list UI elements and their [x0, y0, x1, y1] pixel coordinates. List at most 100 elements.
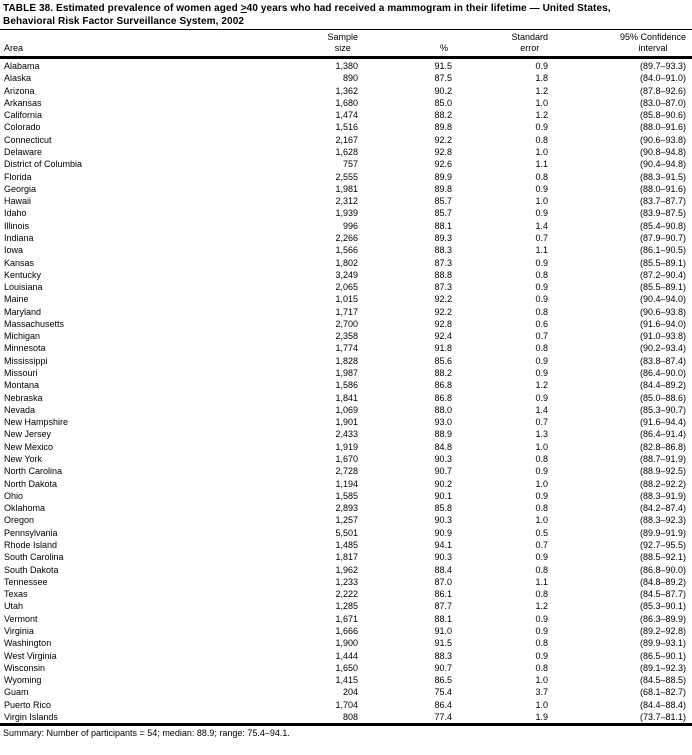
sample-size-cell: 757 — [342, 159, 358, 170]
sample-size-cell: 1,516 — [335, 122, 358, 133]
percent-cell: 87.7 — [434, 601, 452, 612]
area-cell: Delaware — [4, 146, 43, 157]
percent-cell: 88.2 — [434, 110, 452, 121]
percent-cell: 92.4 — [434, 331, 452, 342]
percent-cell: 90.2 — [434, 478, 452, 489]
sample-size-cell: 2,266 — [335, 232, 358, 243]
confidence-interval-cell: (86.4–91.4) — [639, 429, 686, 440]
standard-error-cell: 0.9 — [535, 257, 548, 268]
table-row: Idaho 1,939 85.7 0.9 (83.9–87.5) — [0, 207, 692, 219]
sample-size-cell: 1,670 — [335, 454, 358, 464]
standard-error-cell: 0.9 — [535, 650, 548, 661]
table-row: Michigan 2,358 92.4 0.7 (91.0–93.8) — [0, 330, 692, 342]
confidence-interval-cell: (86.8–90.0) — [639, 564, 686, 575]
table-row: South Dakota 1,962 88.4 0.8 (86.8–90.0) — [0, 564, 692, 576]
table-row: Alabama 1,380 91.5 0.9 (89.7–93.3) — [0, 58, 692, 73]
area-cell: Wisconsin — [4, 662, 46, 673]
confidence-interval-cell: (85.8–90.6) — [639, 110, 686, 121]
confidence-interval-cell: (73.7–81.1) — [548, 710, 692, 727]
confidence-interval-cell: (86.1–90.5) — [639, 245, 686, 256]
column-header-confidence-interval: 95% Confidence interval — [548, 30, 692, 59]
standard-error-cell: 1.4 — [535, 404, 548, 415]
area-cell: Idaho — [4, 208, 27, 219]
table-row: New York 1,670 90.3 0.8 (88.7–91.9) — [0, 453, 692, 465]
confidence-interval-cell: (85.5–89.1) — [639, 257, 686, 268]
confidence-interval-cell: (87.2–90.4) — [639, 269, 686, 280]
percent-cell: 91.0 — [434, 625, 452, 636]
sample-size-cell: 1,362 — [335, 85, 358, 96]
column-header-sample-size: Sample size — [302, 30, 358, 59]
sample-size-cell: 1,802 — [335, 257, 358, 268]
sample-size-cell: 1,285 — [335, 601, 358, 612]
percent-cell: 85.7 — [434, 208, 452, 219]
confidence-interval-cell: (88.0–91.6) — [639, 183, 686, 194]
area-cell: Ohio — [4, 490, 24, 501]
percent-cell: 92.8 — [434, 318, 452, 329]
area-cell: Nevada — [4, 404, 36, 415]
percent-cell: 90.1 — [434, 490, 452, 501]
sample-size-cell: 996 — [342, 220, 358, 231]
standard-error-cell: 0.9 — [535, 490, 548, 501]
standard-error-cell: 0.7 — [535, 417, 548, 428]
confidence-interval-cell: (91.6–94.0) — [639, 318, 686, 329]
confidence-interval-cell: (88.3–91.5) — [639, 171, 686, 182]
standard-error-cell: 1.0 — [535, 146, 548, 157]
percent-cell: 86.5 — [434, 675, 452, 686]
area-cell: Louisiana — [4, 282, 43, 293]
confidence-interval-cell: (85.4–90.8) — [639, 220, 686, 231]
standard-error-cell: 1.2 — [535, 380, 548, 391]
confidence-interval-cell: (89.9–93.1) — [639, 638, 686, 649]
percent-cell: 88.3 — [434, 650, 452, 661]
sample-size-cell: 2,555 — [335, 171, 358, 182]
table-row: Indiana 2,266 89.3 0.7 (87.9–90.7) — [0, 232, 692, 244]
table-row: West Virginia 1,444 88.3 0.9 (86.5–90.1) — [0, 650, 692, 662]
table-row: Wyoming 1,415 86.5 1.0 (84.5–88.5) — [0, 674, 692, 686]
table-row: Kansas 1,802 87.3 0.9 (85.5–89.1) — [0, 257, 692, 269]
standard-error-cell: 0.9 — [535, 208, 548, 219]
table-row: Hawaii 2,312 85.7 1.0 (83.7–87.7) — [0, 195, 692, 207]
table-row: Oregon 1,257 90.3 1.0 (88.3–92.3) — [0, 514, 692, 526]
sample-size-cell: 2,893 — [335, 503, 358, 514]
table-row: Nebraska 1,841 86.8 0.9 (85.0–88.6) — [0, 392, 692, 404]
standard-error-cell: 0.9 — [535, 183, 548, 194]
confidence-interval-cell: (90.4–94.8) — [639, 159, 686, 170]
sample-size-cell: 2,222 — [335, 589, 358, 600]
percent-cell: 87.5 — [434, 73, 452, 84]
percent-cell: 89.8 — [434, 122, 452, 133]
table-title: TABLE 38. Estimated prevalence of women … — [0, 2, 692, 30]
confidence-interval-cell: (84.5–88.5) — [639, 675, 686, 686]
area-cell: Florida — [4, 171, 32, 182]
standard-error-cell: 0.8 — [535, 306, 548, 317]
sample-size-cell: 2,358 — [335, 331, 358, 342]
confidence-interval-cell: (83.8–87.4) — [639, 355, 686, 366]
table-row: New Hampshire 1,901 93.0 0.7 (91.6–94.4) — [0, 416, 692, 428]
table-row: Nevada 1,069 88.0 1.4 (85.3–90.7) — [0, 404, 692, 416]
column-header-percent: % — [358, 30, 452, 59]
area-cell: Kentucky — [4, 269, 42, 280]
percent-cell: 88.0 — [434, 404, 452, 415]
sample-size-cell: 1,774 — [335, 343, 358, 354]
sample-size-cell: 1,841 — [335, 392, 358, 403]
standard-error-cell: 0.8 — [535, 269, 548, 280]
table-row: Maryland 1,717 92.2 0.8 (90.6–93.8) — [0, 306, 692, 318]
confidence-interval-cell: (90.6–93.8) — [639, 306, 686, 317]
confidence-interval-cell: (89.9–91.9) — [639, 527, 686, 538]
table-row: Alaska 890 87.5 1.8 (84.0–91.0) — [0, 72, 692, 84]
percent-cell: 90.3 — [434, 552, 452, 563]
area-cell: Alabama — [4, 61, 40, 71]
table-row: Mississippi 1,828 85.6 0.9 (83.8–87.4) — [0, 355, 692, 367]
area-cell: South Carolina — [4, 552, 64, 563]
percent-cell: 91.8 — [434, 343, 452, 354]
table-row: Virginia 1,666 91.0 0.9 (89.2–92.8) — [0, 625, 692, 637]
table-row: Virgin Islands 808 77.4 1.9 (73.7–81.1) — [0, 710, 692, 727]
sample-size-cell: 1,817 — [335, 552, 358, 563]
standard-error-cell: 0.9 — [535, 466, 548, 477]
standard-error-cell: 0.8 — [535, 503, 548, 514]
percent-cell: 90.9 — [434, 527, 452, 538]
table-row: Rhode Island 1,485 94.1 0.7 (92.7–95.5) — [0, 539, 692, 551]
confidence-interval-cell: (86.3–89.9) — [639, 613, 686, 624]
table-row: Maine 1,015 92.2 0.9 (90.4–94.0) — [0, 293, 692, 305]
standard-error-cell: 0.8 — [535, 134, 548, 145]
percent-cell: 90.3 — [434, 515, 452, 526]
sample-size-cell: 2,312 — [335, 196, 358, 207]
